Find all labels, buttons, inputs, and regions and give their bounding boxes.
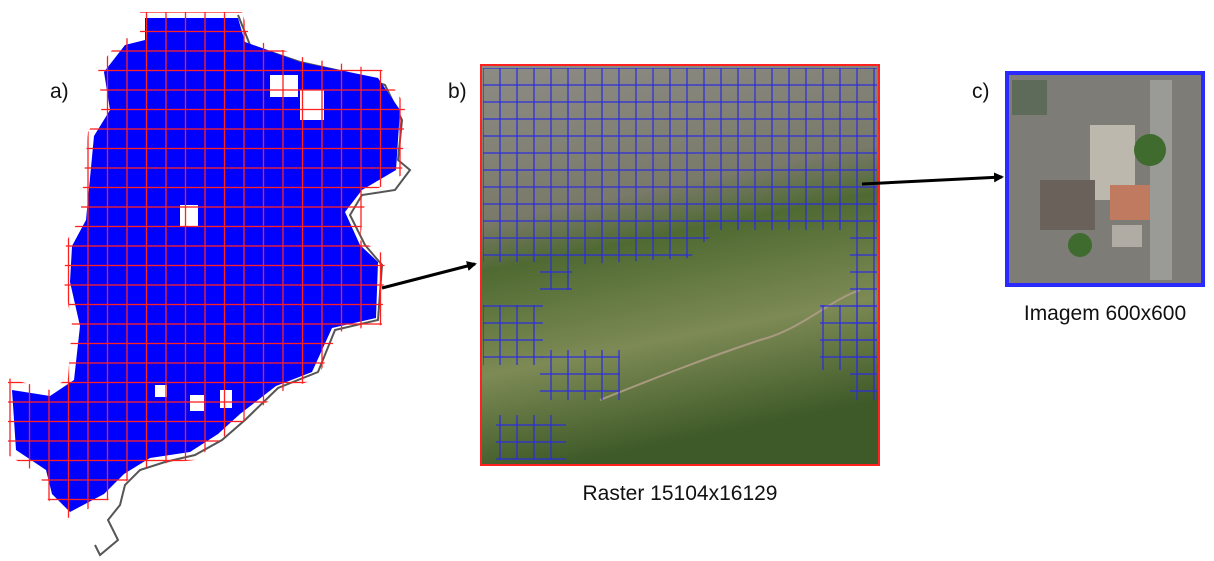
arrow (382, 264, 475, 288)
panel-label: a) (50, 80, 69, 103)
panel-label: b) (448, 80, 467, 103)
street (1150, 80, 1172, 280)
arrow (862, 177, 1002, 184)
roof (1110, 185, 1150, 220)
caption: Imagem 600x600 (1024, 302, 1186, 325)
roof (1012, 80, 1047, 115)
panel-label: c) (972, 80, 990, 103)
panel-a: a) (8, 12, 410, 555)
caption: Raster 15104x16129 (583, 482, 778, 505)
tree (1068, 233, 1092, 257)
roof (1112, 225, 1142, 247)
panel-c: c) Imagem 600x600 (972, 73, 1203, 325)
figure: a) b) Raster 15104x16129 c) Imagem 600x6… (0, 0, 1214, 561)
panel-b: b) Raster 15104x16129 (448, 65, 879, 505)
tile-grid (850, 230, 877, 400)
tree (1134, 134, 1166, 166)
tile-grid (483, 305, 543, 365)
tile-grid (496, 415, 566, 460)
tile-grid (540, 350, 620, 400)
roof (1040, 180, 1095, 230)
